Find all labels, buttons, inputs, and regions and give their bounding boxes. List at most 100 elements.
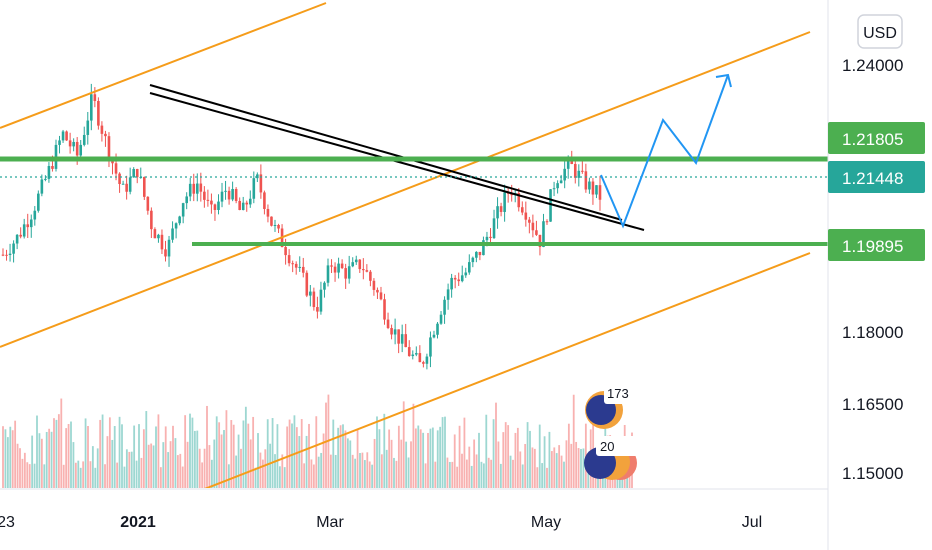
candle	[323, 281, 326, 298]
volume-bar	[344, 430, 347, 488]
candle-body	[195, 183, 199, 194]
volume-bar	[159, 467, 162, 488]
volume-bar	[366, 452, 369, 488]
candle-body	[407, 347, 411, 357]
volume-bar	[541, 463, 544, 488]
volume-bar	[283, 467, 286, 488]
candle	[181, 202, 185, 224]
candle	[287, 249, 291, 267]
candle-body	[150, 210, 153, 230]
volume-bar	[397, 425, 400, 488]
volume-bar	[463, 417, 466, 488]
volume-bar	[130, 451, 133, 488]
candle-body	[432, 334, 436, 338]
x-tick-label: Mar	[316, 514, 344, 531]
candle-body	[167, 239, 171, 257]
candle	[174, 222, 178, 239]
candle-body	[157, 234, 160, 239]
candle-body	[100, 125, 104, 134]
volume-bar	[451, 461, 454, 488]
volume-bar	[218, 422, 221, 488]
x-tick-label: May	[531, 514, 561, 531]
volume-bar	[439, 426, 442, 488]
volume-bar	[548, 431, 551, 488]
currency-button[interactable]: USD	[857, 14, 903, 49]
candle-body	[556, 183, 559, 189]
candle	[178, 215, 181, 226]
volume-bar	[555, 453, 558, 488]
candle	[344, 263, 347, 289]
candle-body	[425, 356, 429, 364]
volume-bar	[162, 442, 165, 488]
volume-bar	[99, 419, 102, 488]
volume-bar	[485, 414, 488, 488]
candle-body	[241, 202, 245, 211]
candle	[33, 206, 37, 226]
volume-bar	[104, 464, 106, 488]
candle-body	[93, 94, 97, 101]
candle-body	[33, 210, 37, 220]
volume-bar	[208, 445, 211, 488]
volume-bar	[189, 413, 191, 488]
candle-body	[121, 183, 125, 185]
volume-bar	[587, 461, 590, 488]
x-tick-label: Jul	[742, 514, 762, 531]
volume-bar	[4, 429, 7, 488]
volume-bar	[376, 416, 378, 488]
candle-body	[538, 234, 542, 248]
volume-bar	[300, 419, 303, 488]
candle-body	[245, 202, 249, 205]
upward-channel	[0, 2, 811, 488]
volume-bar	[356, 429, 359, 488]
volume-bar	[400, 439, 403, 488]
candle-body	[517, 192, 521, 208]
candle	[425, 353, 429, 370]
candle	[432, 330, 436, 339]
candle-body	[44, 178, 47, 180]
volume-bar	[431, 427, 434, 488]
volume-bar	[40, 438, 43, 488]
candle-body	[524, 212, 528, 220]
candle-body	[206, 199, 210, 201]
candle	[167, 235, 171, 267]
candle	[266, 204, 270, 223]
volume-bar	[298, 436, 301, 488]
candle	[319, 281, 323, 315]
volume-bar	[563, 461, 565, 488]
candle	[224, 180, 227, 200]
price-axis[interactable]: USD 1.24000 1.18000 1.16500 1.15000 1.21…	[828, 14, 925, 483]
volume-bar	[89, 461, 92, 488]
candle	[464, 267, 468, 278]
volume-bar	[181, 466, 184, 488]
event-marker-1[interactable]: 173	[585, 384, 632, 429]
candle	[379, 286, 383, 301]
volume-bar	[101, 414, 104, 488]
event-label-box	[596, 436, 638, 456]
volume-bar	[582, 448, 585, 488]
volume-bar	[133, 425, 136, 488]
candle-body	[429, 337, 432, 357]
candle-body	[549, 189, 552, 222]
candle-body	[316, 307, 319, 312]
candle	[135, 168, 139, 184]
candle-body	[238, 200, 241, 211]
candle-body	[464, 272, 468, 276]
candle	[326, 258, 330, 287]
volume-bar	[533, 448, 536, 488]
event-marker-2[interactable]: 20	[584, 436, 638, 480]
volume-bar	[553, 447, 556, 488]
volume-bar	[11, 430, 14, 488]
volume-bar	[490, 459, 493, 488]
candle-body	[104, 133, 107, 137]
candle	[429, 331, 432, 368]
candle	[369, 269, 372, 287]
time-axis[interactable]: 23 2021 Mar May Jul	[0, 514, 762, 531]
price-badge-label: 1.19895	[842, 237, 903, 256]
volume-bar	[436, 430, 439, 488]
candle	[128, 167, 132, 195]
volume-bar	[254, 467, 257, 488]
volume-bar	[516, 427, 519, 488]
plot-area[interactable]: 173 20	[0, 2, 828, 490]
candle	[386, 312, 390, 330]
